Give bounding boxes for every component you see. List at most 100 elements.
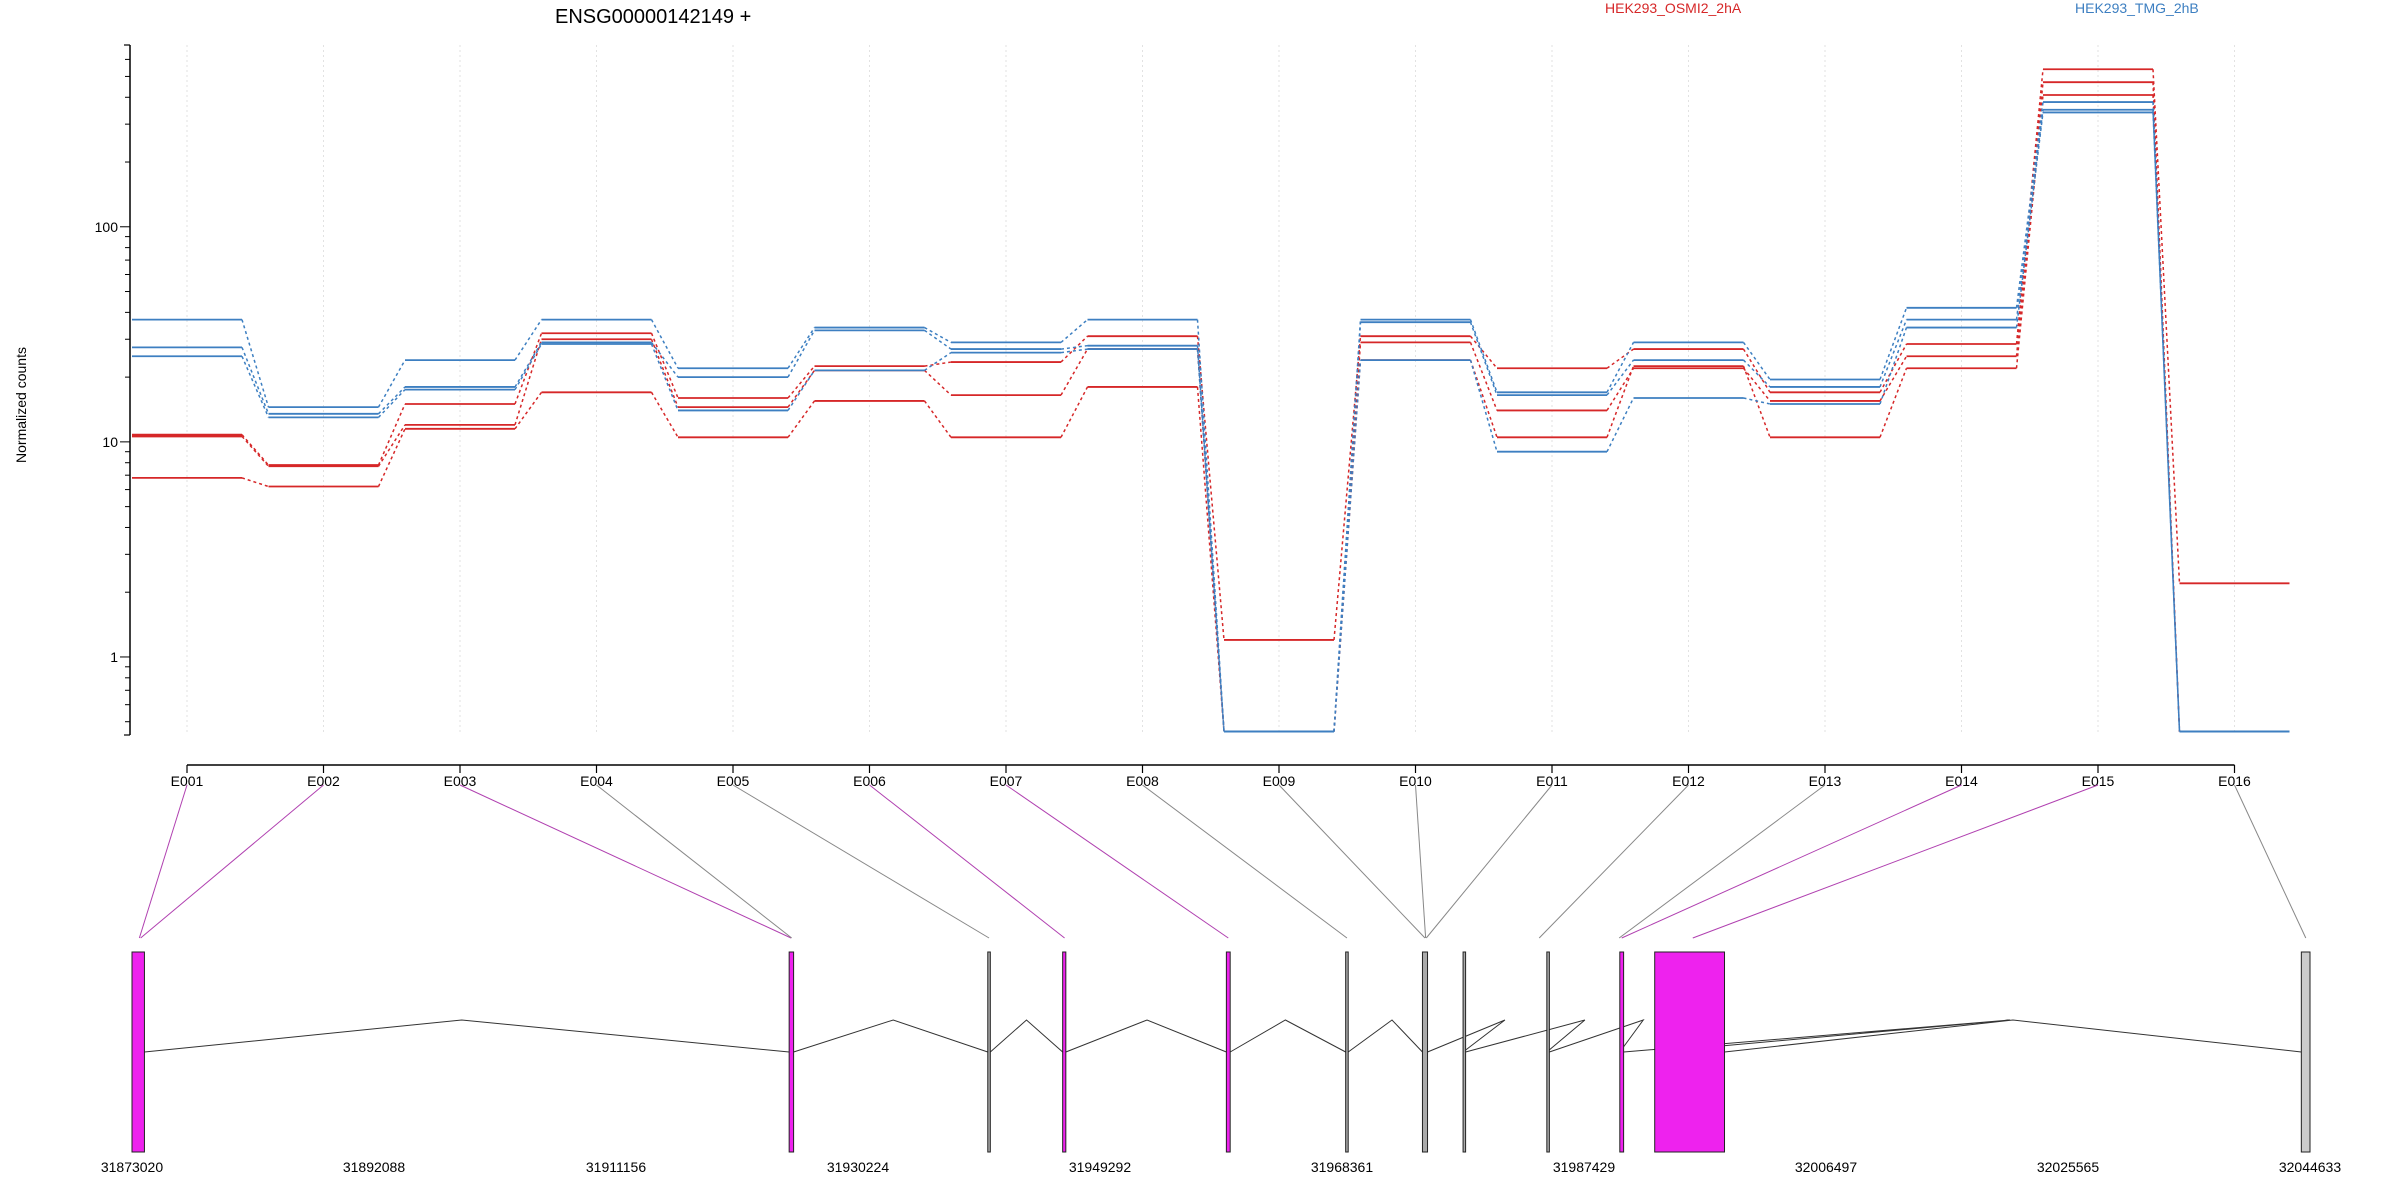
series-5-transition-4: [650, 341, 679, 378]
x-tick-label-e008: E008: [1126, 773, 1159, 789]
intron-line: [1347, 1019, 1423, 1053]
connector-e012: [1538, 784, 1689, 939]
exon-box-e005: [987, 951, 991, 1153]
series-3-transition-2: [377, 428, 406, 487]
series-3-transition-4: [650, 391, 679, 438]
series-1-transition-10: [1469, 335, 1498, 369]
series-1-transition-6: [924, 361, 952, 367]
series-6-transition-7: [1060, 348, 1088, 354]
genomic-coordinate-label: 31873020: [101, 1159, 164, 1175]
grid-lines: [186, 45, 2235, 735]
series-2-transition-7: [1060, 348, 1089, 396]
genomic-coordinate-label: 31949292: [1069, 1159, 1132, 1175]
gene-model: 31873020 31892088 31911156 31930224 31949292…: [101, 951, 2341, 1175]
y-tick-label: 1: [110, 649, 118, 665]
x-tick-label-e001: E001: [171, 773, 204, 789]
intron-line: [793, 1019, 988, 1053]
connector-e015: [1692, 784, 2099, 939]
series-2-transition-13: [1879, 355, 1908, 402]
series-1-transition-1: [241, 434, 270, 466]
connector-e004: [596, 784, 793, 939]
series-4-transition-12: [1742, 341, 1771, 380]
series-5-transition-8: [1196, 345, 1225, 732]
series-6-transition-8: [1196, 349, 1225, 732]
series-4-transition-13: [1879, 307, 1908, 380]
series-3-transition-13: [1879, 367, 1908, 438]
intron-line: [1724, 1019, 2302, 1053]
series-4-transition-14: [2015, 101, 2044, 308]
connector-e002: [140, 784, 324, 939]
connector-e007: [1005, 784, 1229, 939]
series-6-transition-13: [1879, 327, 1908, 405]
x-tick-label-e003: E003: [444, 773, 477, 789]
series-4-transition-10: [1469, 319, 1498, 393]
series-6-transition-15: [2152, 112, 2181, 732]
series-6: [132, 111, 2290, 733]
x-tick-label-e014: E014: [1945, 773, 1978, 789]
series-6-transition-3: [514, 343, 543, 390]
connector-e003: [459, 784, 792, 939]
series-1-transition-7: [1060, 335, 1089, 363]
intron-line: [144, 1019, 790, 1053]
series-2: [132, 81, 2290, 733]
series-5-transition-1: [241, 347, 270, 415]
series-1-transition-3: [514, 332, 543, 405]
series-6-transition-4: [650, 343, 679, 411]
exon-box-e008: [1345, 951, 1349, 1153]
series-3-transition-7: [1060, 386, 1089, 438]
intron-line: [1065, 1019, 1227, 1053]
series-2-transition-6: [923, 369, 952, 396]
series-2-transition-9: [1333, 342, 1362, 732]
axes: 1 10 100 E001 E002 E003 E004 E005 E006 E007 E008 E0…: [95, 44, 2251, 789]
connector-e016: [2234, 784, 2307, 939]
x-tick-label-e004: E004: [580, 773, 613, 789]
exon-box-e009: [1421, 951, 1429, 1153]
x-tick-label-e015: E015: [2082, 773, 2115, 789]
genomic-coordinate-label: 31987429: [1553, 1159, 1616, 1175]
exon-box-e007: [1225, 951, 1231, 1153]
series-6-transition-6: [924, 351, 952, 371]
connector-e009: [1278, 784, 1426, 939]
legend-label-osmi2: HEK293_OSMI2_2hA: [1605, 0, 1742, 16]
series-6-transition-2: [377, 389, 406, 418]
series-2-transition-10: [1469, 342, 1498, 411]
legend-label-tmg: HEK293_TMG_2hB: [2075, 0, 2199, 16]
series-4-transition-7: [1060, 319, 1088, 343]
series-1-transition-5: [787, 365, 816, 399]
series-2-transition-3: [514, 339, 543, 426]
y-tick-label: 100: [95, 219, 119, 235]
series-4: [132, 101, 2290, 733]
connector-e006: [869, 784, 1065, 939]
genomic-coordinate-label: 32006497: [1795, 1159, 1858, 1175]
series-6-transition-10: [1469, 359, 1498, 452]
x-tick-label-e010: E010: [1399, 773, 1432, 789]
exon-box-e016: [2300, 951, 2311, 1153]
series-1-transition-2: [377, 403, 406, 466]
series-2-transition-5: [787, 369, 816, 408]
series-1-transition-15: [2152, 69, 2181, 584]
intron-line: [1229, 1019, 1346, 1053]
genomic-coordinate-label: 32025565: [2037, 1159, 2100, 1175]
series-6-transition-5: [787, 369, 816, 411]
x-tick-label-e007: E007: [990, 773, 1023, 789]
intron-line: [1465, 1019, 1586, 1053]
intron-line: [1427, 1019, 1506, 1053]
y-tick-label: 10: [102, 434, 118, 450]
exon-box-e013: [1619, 951, 1625, 1153]
series-3: [132, 94, 2290, 733]
exon-box-e002: [788, 951, 795, 1153]
series-2-transition-12: [1742, 367, 1771, 402]
series-5-transition-15: [2152, 109, 2181, 732]
chart-title: ENSG00000142149 +: [555, 6, 751, 28]
series-3-transition-3: [514, 391, 543, 430]
exon-box-e006: [1062, 951, 1067, 1153]
series-2-transition-4: [650, 338, 679, 408]
connector-e001: [138, 784, 188, 939]
series-2-transition-14: [2015, 82, 2044, 357]
exon-box-e011: [1462, 951, 1467, 1153]
series-4-transition-3: [514, 319, 543, 361]
series-5-transition-13: [1879, 319, 1908, 388]
series-3-transition-11: [1606, 365, 1635, 438]
series-5-transition-12: [1742, 359, 1771, 388]
